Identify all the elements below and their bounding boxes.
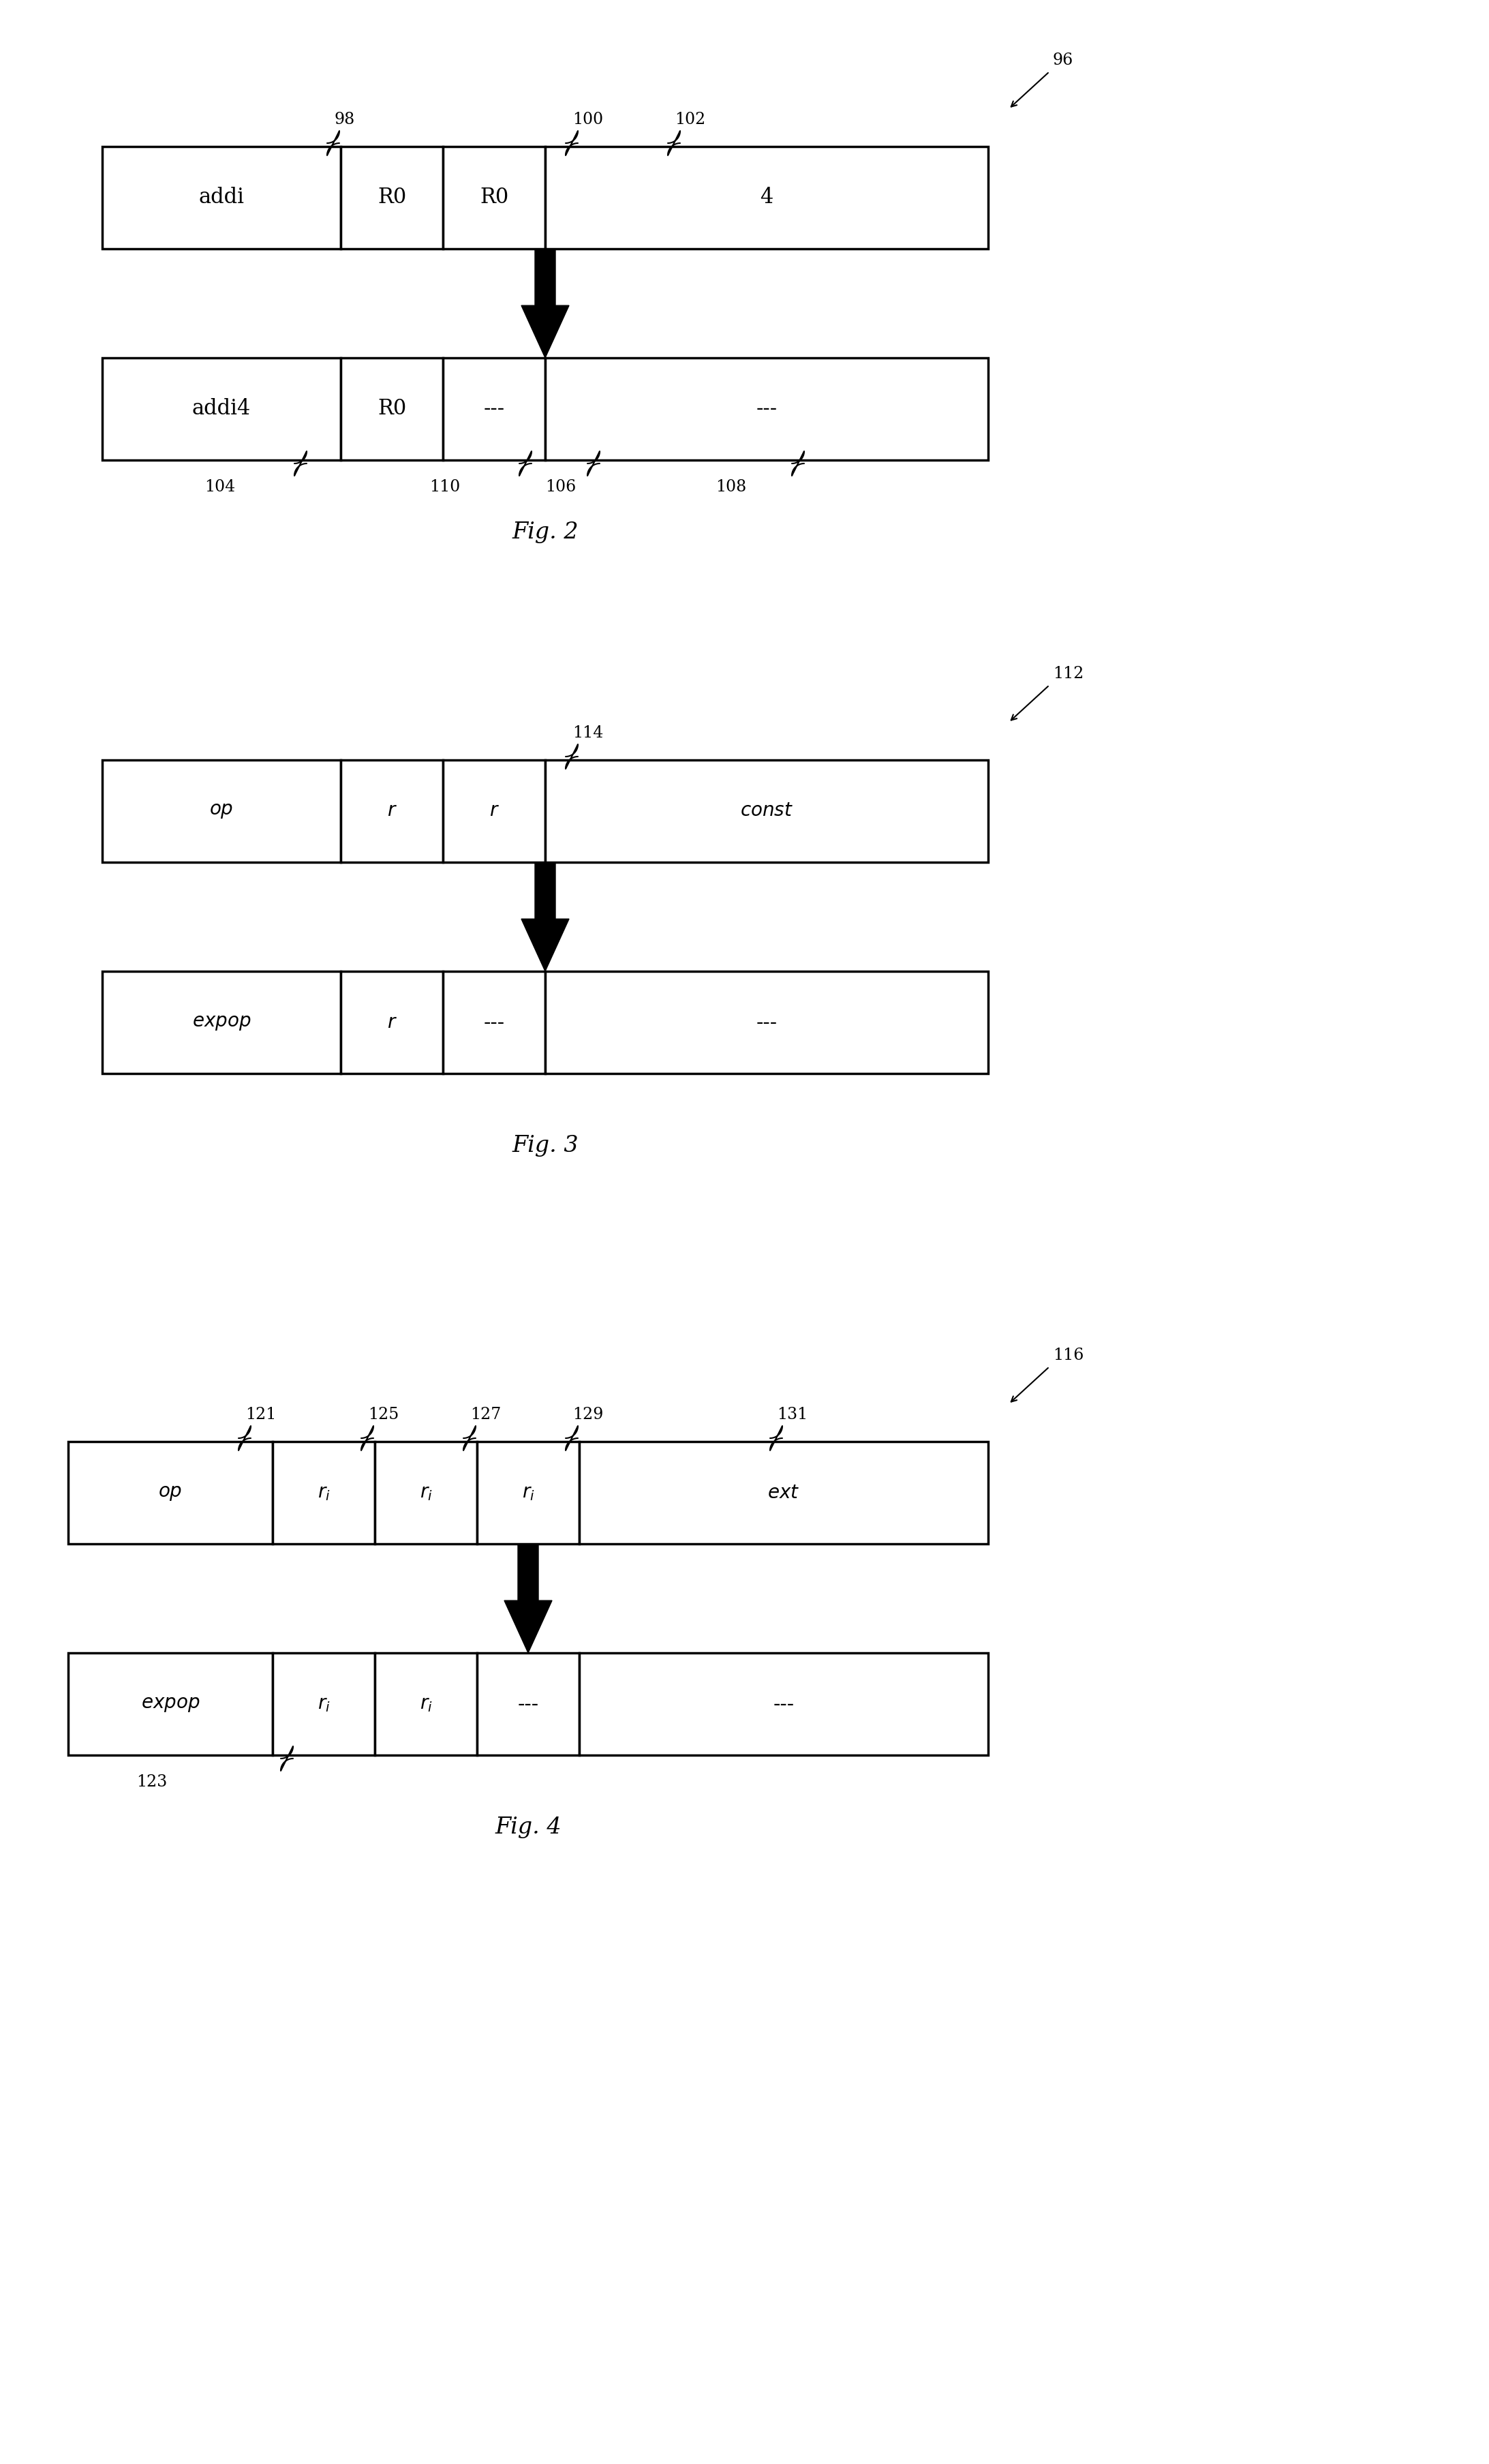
Bar (579, 1653, 989, 1754)
Text: addi: addi (198, 187, 244, 209)
Bar (341, 357, 442, 461)
Text: Fig. 4: Fig. 4 (494, 1816, 561, 1838)
Bar (375, 1653, 476, 1754)
Bar (341, 759, 442, 862)
Text: ---: --- (756, 1013, 777, 1032)
Polygon shape (521, 249, 569, 357)
Bar (375, 1441, 476, 1545)
Bar (442, 357, 545, 461)
Text: $r_i$: $r_i$ (317, 1695, 331, 1712)
Text: 110: 110 (429, 478, 460, 495)
Bar (545, 759, 989, 862)
Bar (341, 971, 442, 1074)
Text: ---: --- (756, 399, 777, 419)
Bar (579, 1441, 989, 1545)
Bar (341, 145, 442, 249)
Text: Fig. 3: Fig. 3 (512, 1136, 578, 1156)
Text: 123: 123 (137, 1774, 167, 1789)
Text: $\it{r}$: $\it{r}$ (387, 801, 398, 821)
Text: 112: 112 (1053, 665, 1084, 683)
Text: 127: 127 (471, 1407, 500, 1422)
Bar (442, 759, 545, 862)
Polygon shape (521, 862, 569, 971)
Bar (103, 759, 341, 862)
Bar (442, 145, 545, 249)
Bar (476, 1653, 579, 1754)
Text: ---: --- (484, 1013, 505, 1032)
Text: R0: R0 (377, 399, 406, 419)
Bar (476, 1441, 579, 1545)
Text: 96: 96 (1053, 52, 1074, 69)
Text: 129: 129 (572, 1407, 603, 1422)
Bar (272, 1441, 375, 1545)
Bar (442, 971, 545, 1074)
Bar (103, 145, 341, 249)
Text: $\it{ext}$: $\it{ext}$ (768, 1483, 800, 1503)
Text: $\it{expop}$: $\it{expop}$ (192, 1013, 252, 1032)
Text: ---: --- (773, 1693, 794, 1715)
Text: R0: R0 (377, 187, 406, 209)
Text: $r_i$: $r_i$ (521, 1483, 535, 1503)
Text: $\it{const}$: $\it{const}$ (740, 801, 794, 821)
Text: 121: 121 (246, 1407, 277, 1422)
Text: Fig. 2: Fig. 2 (512, 522, 578, 542)
Text: ---: --- (484, 399, 505, 419)
Text: addi4: addi4 (192, 399, 250, 419)
Text: R0: R0 (479, 187, 508, 209)
Text: 104: 104 (204, 478, 235, 495)
Text: $r_i$: $r_i$ (420, 1695, 432, 1712)
Text: $\it{op}$: $\it{op}$ (158, 1483, 182, 1503)
Text: 116: 116 (1053, 1348, 1084, 1363)
Text: 102: 102 (675, 111, 706, 128)
Polygon shape (505, 1545, 552, 1653)
Text: ---: --- (518, 1693, 539, 1715)
Text: 98: 98 (334, 111, 354, 128)
Text: $\it{expop}$: $\it{expop}$ (141, 1695, 200, 1712)
Text: 125: 125 (368, 1407, 399, 1422)
Bar (103, 357, 341, 461)
Text: $\it{op}$: $\it{op}$ (210, 801, 234, 821)
Bar (68, 1653, 272, 1754)
Bar (545, 357, 989, 461)
Text: $\it{r}$: $\it{r}$ (488, 801, 499, 821)
Text: $r_i$: $r_i$ (317, 1483, 331, 1503)
Text: 108: 108 (716, 478, 746, 495)
Text: $r_i$: $r_i$ (420, 1483, 432, 1503)
Text: 114: 114 (572, 724, 603, 742)
Text: 4: 4 (759, 187, 773, 209)
Bar (272, 1653, 375, 1754)
Bar (545, 971, 989, 1074)
Text: 100: 100 (572, 111, 603, 128)
Bar (68, 1441, 272, 1545)
Bar (103, 971, 341, 1074)
Text: 131: 131 (777, 1407, 807, 1422)
Text: 106: 106 (545, 478, 576, 495)
Bar (545, 145, 989, 249)
Text: $\it{r}$: $\it{r}$ (387, 1013, 398, 1032)
